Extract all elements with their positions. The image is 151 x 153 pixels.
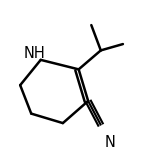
Text: NH: NH bbox=[24, 46, 45, 61]
Text: N: N bbox=[105, 135, 116, 150]
